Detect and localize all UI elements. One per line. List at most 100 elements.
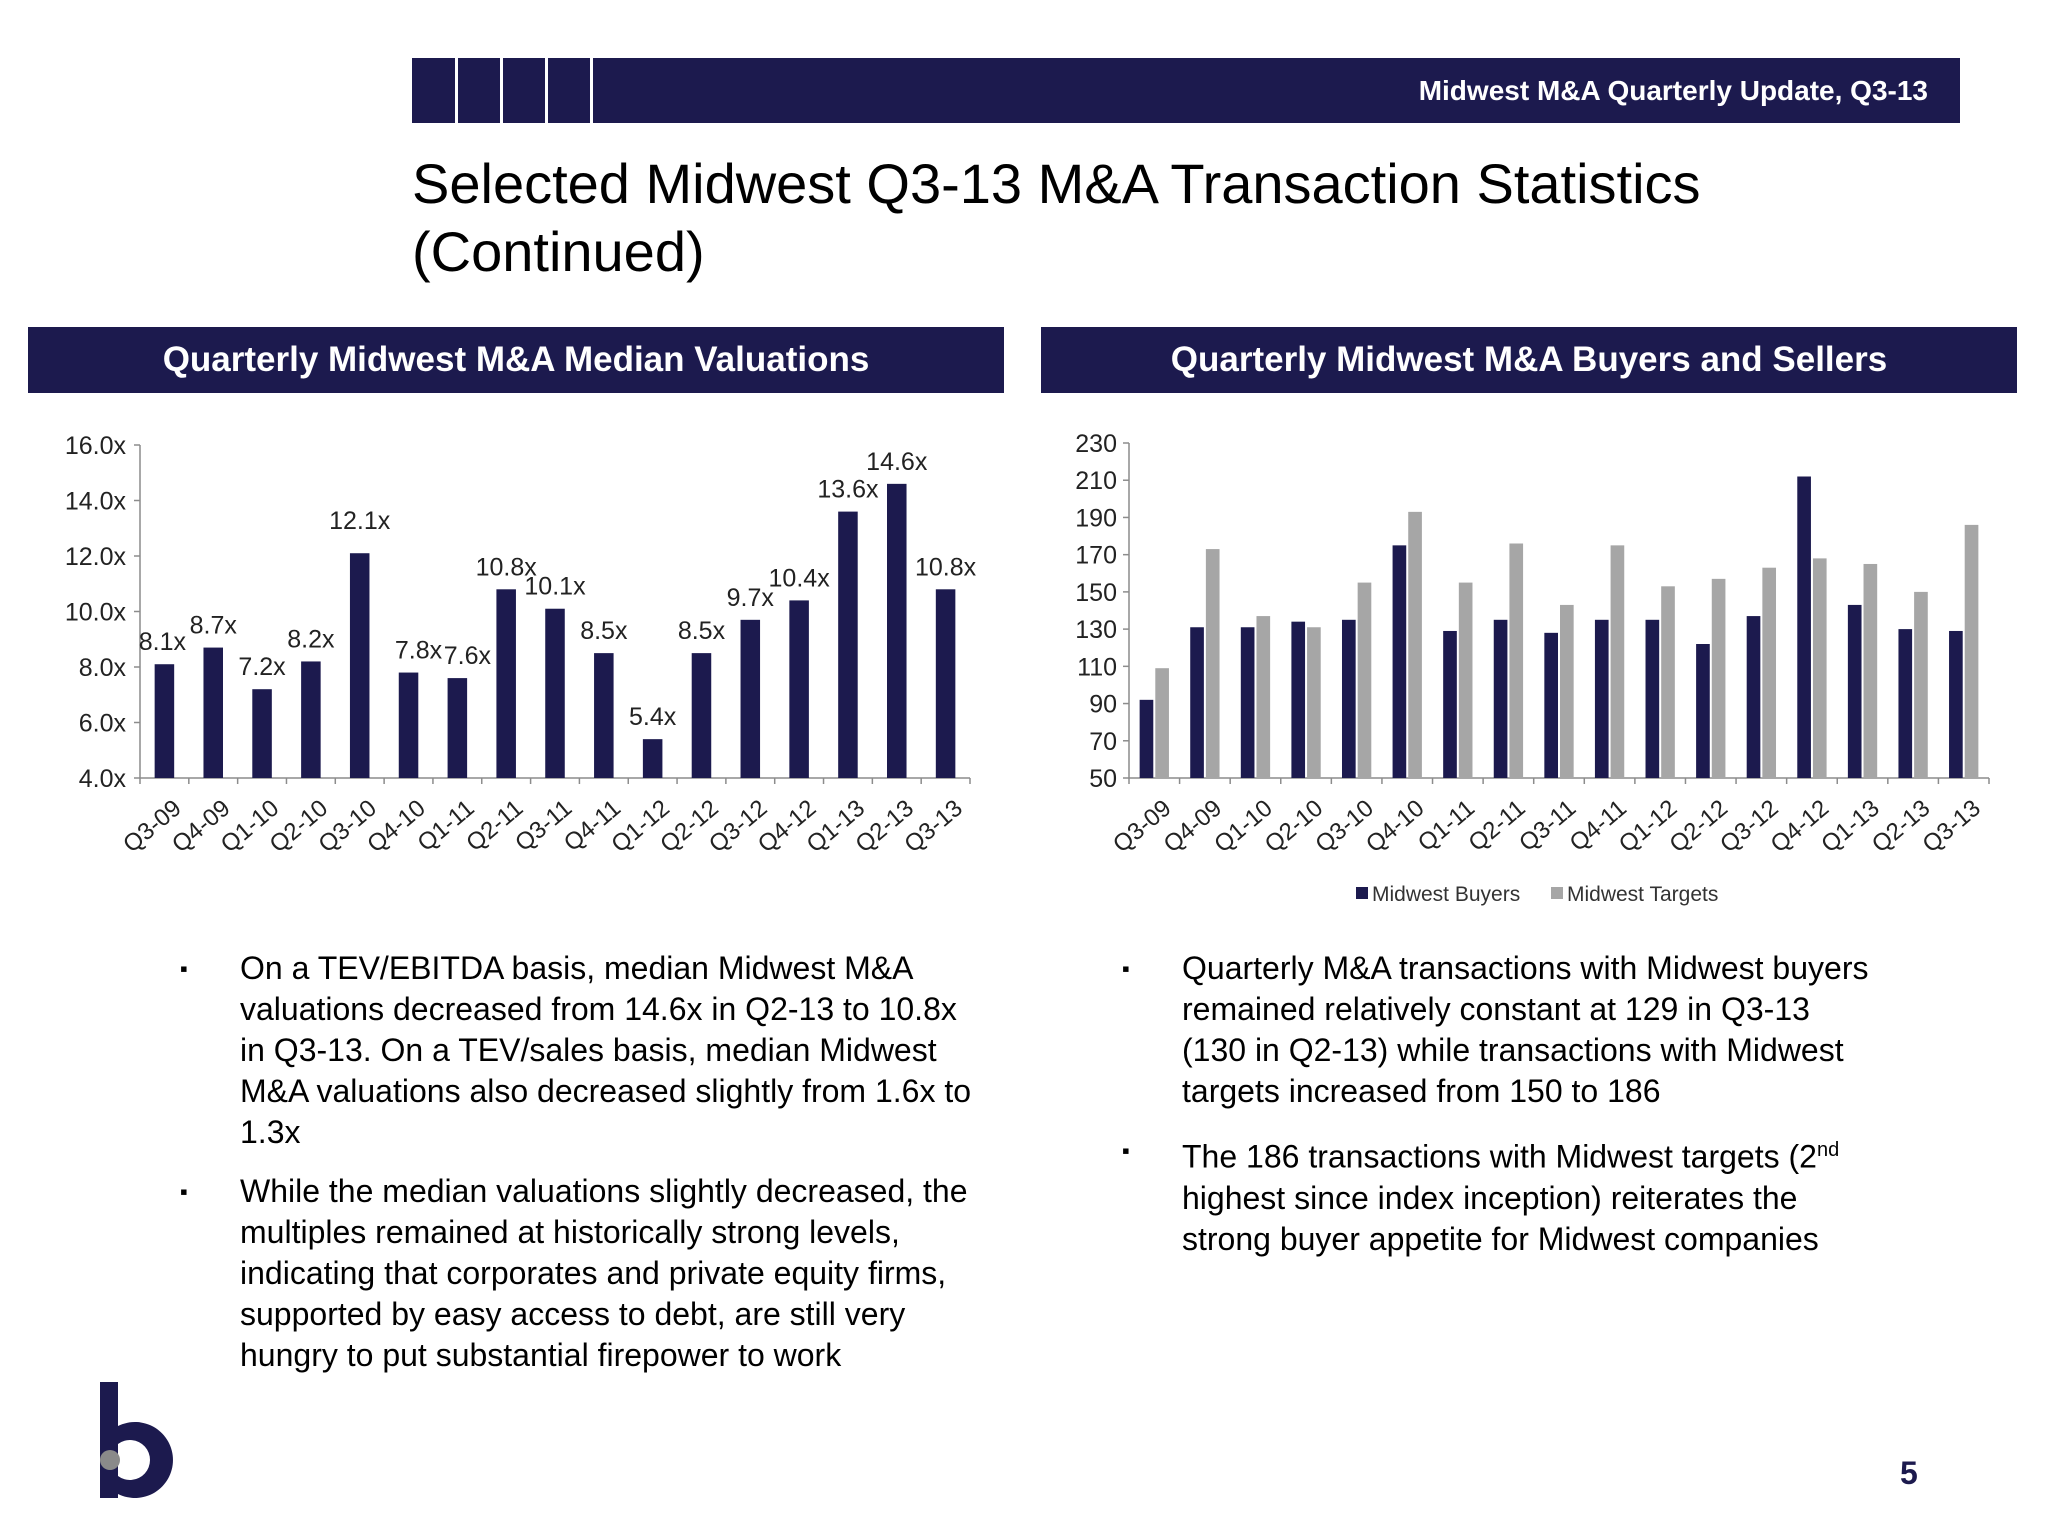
y-tick-label: 6.0x xyxy=(79,710,127,738)
bar xyxy=(154,664,175,778)
data-label: 10.8x xyxy=(476,553,538,581)
x-tick-label: Q4-12 xyxy=(1766,795,1834,859)
page-number: 5 xyxy=(1900,1455,1918,1491)
header-notch xyxy=(500,58,503,123)
x-tick-label: Q3-09 xyxy=(1108,795,1176,859)
left-panel-title: Quarterly Midwest M&A Median Valuations xyxy=(28,327,1004,393)
bar-targets xyxy=(1256,616,1271,778)
x-tick-label: Q1-11 xyxy=(412,795,479,857)
header-notch xyxy=(455,58,458,123)
y-tick-label: 12.0x xyxy=(65,543,127,571)
x-tick-label: Q1-12 xyxy=(1614,795,1682,859)
x-tick-label: Q4-09 xyxy=(1159,795,1227,859)
data-label: 13.6x xyxy=(817,476,879,504)
page-title: Selected Midwest Q3-13 M&A Transaction S… xyxy=(412,152,1701,283)
bar-buyers xyxy=(1797,476,1811,778)
bar-targets xyxy=(1155,668,1169,778)
bullet-text: Quarterly M&A transactions with Midwest … xyxy=(1182,950,1869,1109)
bar xyxy=(398,672,419,778)
data-label: 8.7x xyxy=(190,612,238,640)
bar-buyers xyxy=(1190,627,1204,778)
bar-buyers xyxy=(1898,629,1913,778)
bar-targets xyxy=(1914,591,1928,778)
bar xyxy=(887,483,907,778)
y-tick-label: 14.0x xyxy=(65,488,127,516)
x-tick-label: Q1-13 xyxy=(1816,795,1884,859)
x-tick-label: Q4-10 xyxy=(1361,795,1429,859)
y-tick-label: 210 xyxy=(1075,467,1117,495)
bullet-text: highest since index inception) reiterate… xyxy=(1182,1179,1819,1257)
y-tick-label: 150 xyxy=(1075,579,1117,607)
bullet-marker: ▪ xyxy=(1122,956,1130,981)
bar xyxy=(838,511,858,778)
data-label: 5.4x xyxy=(629,703,677,731)
bar-targets xyxy=(1357,582,1372,778)
bullet-superscript: nd xyxy=(1816,1139,1840,1161)
right-panel-title: Quarterly Midwest M&A Buyers and Sellers xyxy=(1041,327,2017,393)
x-tick-label: Q2-11 xyxy=(1464,795,1531,857)
bullet-item: ▪ The 186 transactions with Midwest targe… xyxy=(1122,1130,1882,1260)
bar-targets xyxy=(1458,582,1473,778)
data-label: 10.4x xyxy=(769,564,831,592)
y-tick-label: 50 xyxy=(1089,765,1117,793)
bar-targets xyxy=(1812,558,1827,778)
bar-targets xyxy=(1509,543,1524,778)
bar-targets xyxy=(1711,578,1726,778)
bar-buyers xyxy=(1594,619,1609,778)
bar xyxy=(203,647,223,778)
bar-buyers xyxy=(1240,627,1255,778)
bullet-marker: ▪ xyxy=(180,956,188,981)
y-tick-label: 190 xyxy=(1075,504,1117,532)
bar xyxy=(691,653,712,778)
bullet-item: ▪ On a TEV/EBITDA basis, median Midwest M… xyxy=(180,948,980,1153)
data-label: 8.5x xyxy=(580,617,628,645)
bar-targets xyxy=(1307,627,1321,778)
y-tick-label: 70 xyxy=(1089,728,1117,756)
data-label: 10.1x xyxy=(524,573,586,601)
header-notch xyxy=(545,58,548,123)
y-tick-label: 110 xyxy=(1077,653,1117,681)
y-tick-label: 130 xyxy=(1075,616,1117,644)
y-tick-label: 4.0x xyxy=(79,765,127,793)
bar-targets xyxy=(1408,511,1422,778)
bullet-text: On a TEV/EBITDA basis, median Midwest M&… xyxy=(240,950,972,1150)
bar xyxy=(496,589,516,778)
bar xyxy=(301,661,321,778)
bar-buyers xyxy=(1949,630,1963,778)
header-bar: Midwest M&A Quarterly Update, Q3-13 xyxy=(412,58,1960,123)
legend-label: Midwest Targets xyxy=(1567,883,1718,906)
data-label: 7.2x xyxy=(238,653,286,681)
data-label: 12.1x xyxy=(329,507,391,535)
y-tick-label: 170 xyxy=(1075,542,1117,570)
bar-buyers xyxy=(1291,621,1306,778)
valuations-bar-chart: 4.0x6.0x8.0x10.0x12.0x14.0x16.0x8.1xQ3-0… xyxy=(65,432,977,858)
data-label: 7.6x xyxy=(444,642,492,670)
bar-buyers xyxy=(1139,699,1154,778)
bullet-marker: ▪ xyxy=(180,1179,188,1204)
data-label: 10.8x xyxy=(915,553,977,581)
bar-targets xyxy=(1610,545,1625,778)
bullet-marker: ▪ xyxy=(1122,1138,1130,1163)
bar-targets xyxy=(1762,567,1777,778)
x-tick-label: Q2-12 xyxy=(1665,795,1733,859)
y-tick-label: 16.0x xyxy=(65,432,127,460)
bar-buyers xyxy=(1341,619,1356,778)
bar-buyers xyxy=(1847,604,1862,778)
bar-buyers xyxy=(1696,644,1710,778)
bar-targets xyxy=(1661,586,1675,778)
bar-buyers xyxy=(1544,632,1558,778)
x-tick-label: Q3-13 xyxy=(1917,795,1985,859)
data-label: 8.5x xyxy=(678,617,726,645)
y-tick-label: 10.0x xyxy=(65,599,127,627)
x-tick-label: Q1-11 xyxy=(1413,795,1480,857)
y-tick-label: 230 xyxy=(1075,430,1117,458)
y-tick-label: 90 xyxy=(1089,691,1117,719)
data-label: 14.6x xyxy=(866,448,928,476)
header-notch xyxy=(590,58,593,123)
bar xyxy=(447,678,468,778)
bar xyxy=(789,600,809,778)
legend-label: Midwest Buyers xyxy=(1372,883,1520,906)
bar-targets xyxy=(1863,563,1878,778)
data-label: 8.1x xyxy=(139,628,187,656)
